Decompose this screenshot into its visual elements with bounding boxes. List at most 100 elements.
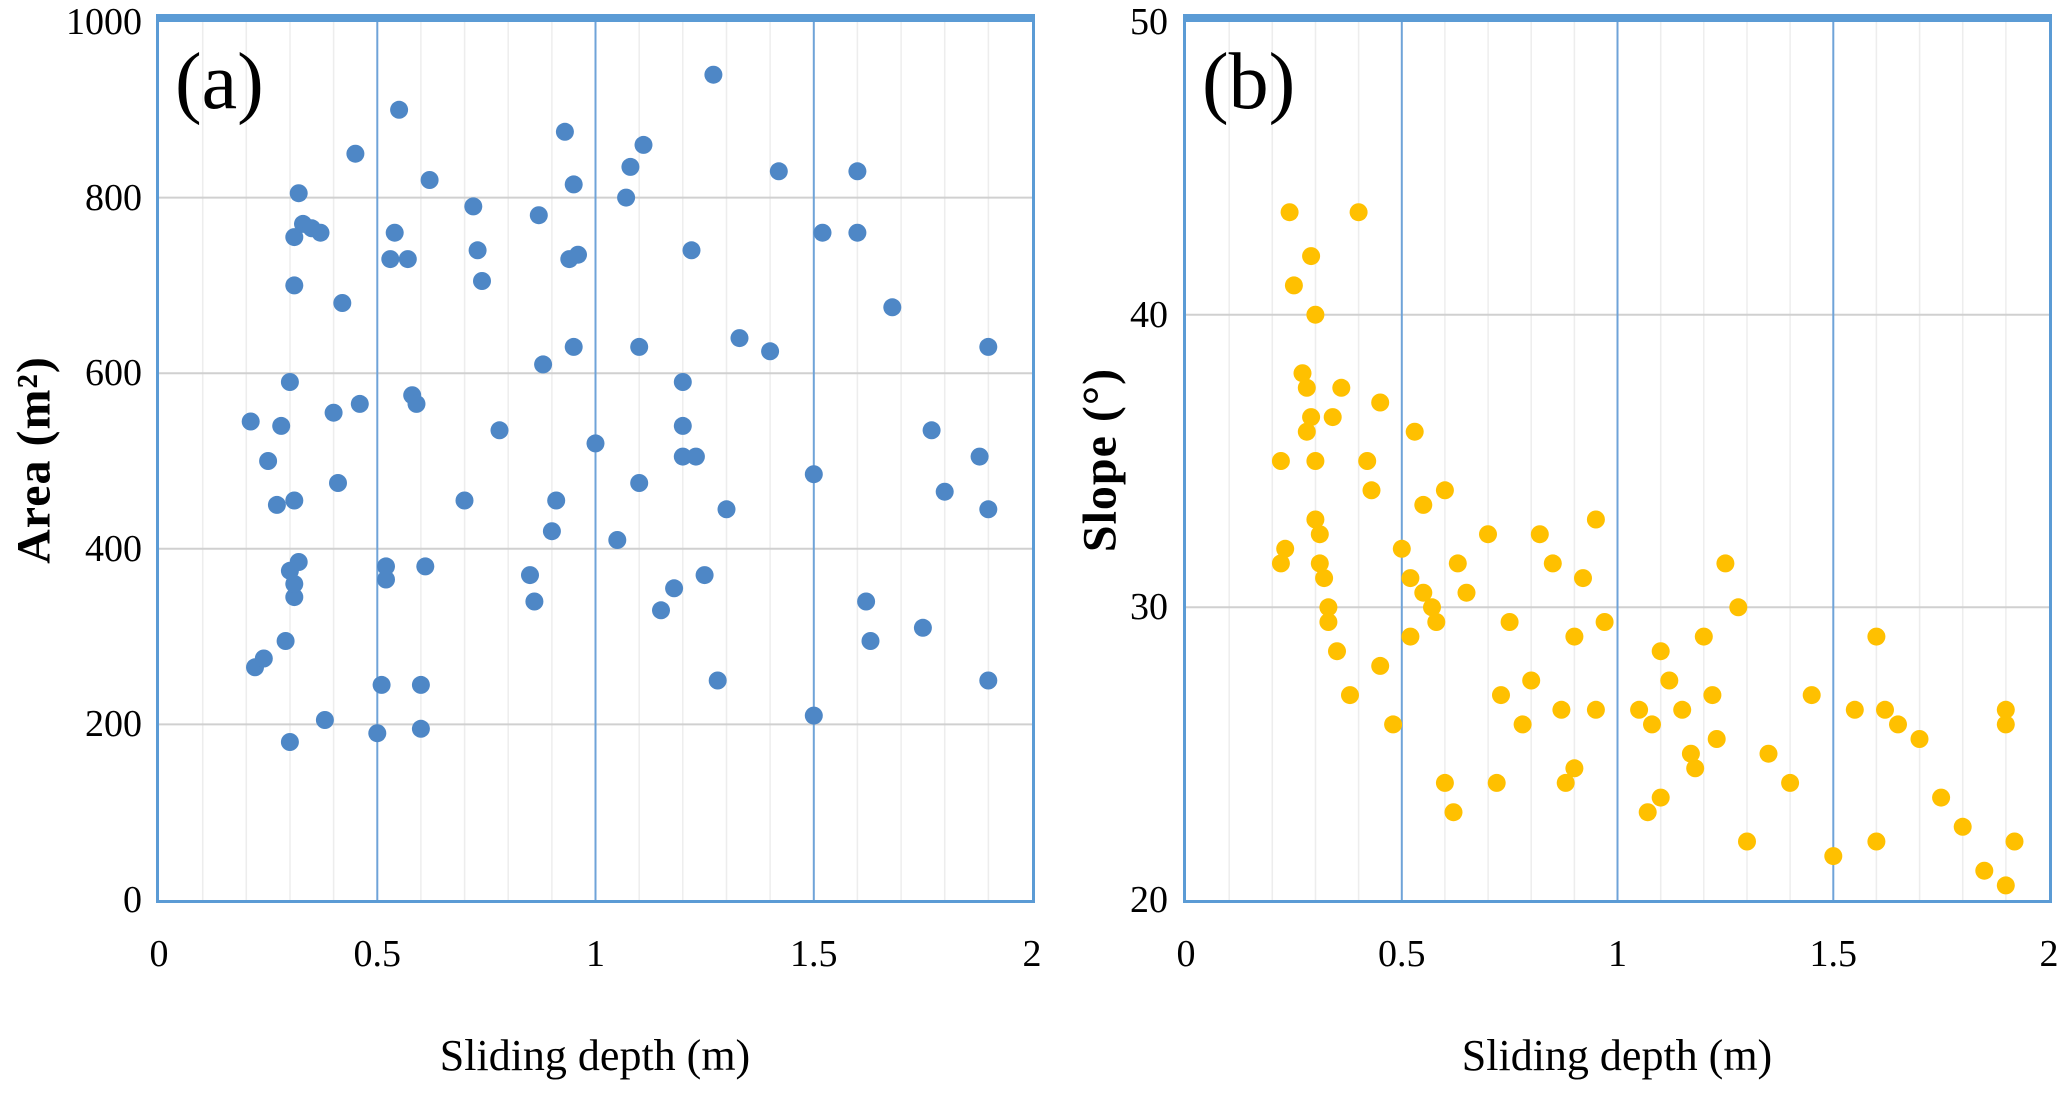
data-point bbox=[1953, 817, 1972, 836]
data-point bbox=[289, 553, 308, 571]
data-point bbox=[564, 337, 583, 356]
data-point bbox=[1358, 452, 1377, 470]
data-point bbox=[804, 465, 823, 484]
y-tick-label: 30 bbox=[1130, 586, 1168, 629]
data-point bbox=[241, 412, 260, 431]
data-point bbox=[1716, 554, 1735, 573]
y-tick-label: 200 bbox=[85, 703, 142, 746]
data-point bbox=[1552, 700, 1571, 719]
data-point bbox=[280, 733, 299, 751]
data-point bbox=[468, 241, 487, 260]
data-point bbox=[346, 144, 365, 163]
data-point bbox=[1565, 759, 1584, 778]
data-point bbox=[1302, 247, 1321, 266]
data-point bbox=[1651, 642, 1670, 661]
data-point bbox=[398, 250, 417, 269]
data-point bbox=[289, 184, 308, 203]
x-tick-label: 0.5 bbox=[353, 933, 402, 975]
data-point bbox=[1435, 773, 1454, 792]
data-point bbox=[717, 500, 736, 519]
data-point bbox=[1293, 364, 1312, 383]
data-point bbox=[333, 294, 352, 312]
data-point bbox=[922, 421, 941, 440]
panel-label-a: (a) bbox=[175, 38, 264, 126]
data-point bbox=[617, 188, 636, 207]
data-point bbox=[1306, 452, 1325, 470]
y-axis-tick-labels-b: 20 30 40 50 bbox=[1040, 0, 1168, 1108]
data-point bbox=[529, 206, 548, 225]
data-point bbox=[1302, 408, 1321, 427]
data-point bbox=[1513, 715, 1532, 734]
data-point bbox=[1392, 539, 1411, 558]
data-point bbox=[1996, 700, 2015, 719]
data-point bbox=[2005, 832, 2024, 851]
data-point bbox=[1681, 744, 1700, 763]
data-point bbox=[1867, 832, 1886, 851]
data-point bbox=[390, 100, 409, 119]
data-point bbox=[1319, 613, 1338, 631]
data-point bbox=[1565, 627, 1584, 646]
chart-panel-a: Area (m²) 0 200 400 600 800 1000 (a) 0 0.5 1 1.5… bbox=[0, 1, 1042, 1080]
data-point bbox=[935, 482, 954, 501]
data-point bbox=[407, 394, 426, 413]
data-point bbox=[1686, 759, 1705, 778]
data-point bbox=[473, 272, 491, 290]
plot-area-a: (a) bbox=[156, 14, 1035, 903]
data-point bbox=[285, 228, 304, 247]
data-point bbox=[1435, 481, 1454, 500]
data-point bbox=[586, 434, 605, 453]
data-point bbox=[1651, 788, 1670, 807]
data-point bbox=[1457, 583, 1476, 602]
data-point bbox=[1362, 481, 1381, 500]
data-point bbox=[381, 250, 400, 269]
x-tick-label: 1 bbox=[1608, 933, 1627, 975]
data-point bbox=[608, 531, 627, 549]
data-point bbox=[420, 171, 439, 189]
data-point bbox=[1824, 847, 1843, 866]
scatter-svg-b bbox=[1186, 22, 2049, 900]
data-point bbox=[682, 241, 701, 260]
data-point bbox=[385, 223, 404, 242]
data-point bbox=[1405, 422, 1424, 441]
data-point bbox=[1781, 773, 1800, 792]
data-point bbox=[1414, 583, 1433, 602]
data-point bbox=[1845, 700, 1864, 719]
x-axis-tick-labels-a: 0 0.5 1 1.5 2 bbox=[0, 933, 1042, 995]
data-point bbox=[1543, 554, 1562, 573]
data-point bbox=[280, 373, 299, 391]
data-point bbox=[1306, 510, 1325, 529]
data-point bbox=[695, 566, 714, 585]
data-point bbox=[1371, 656, 1390, 675]
data-point bbox=[285, 491, 304, 510]
data-point bbox=[1586, 700, 1605, 719]
data-point bbox=[1427, 613, 1446, 631]
data-point bbox=[1910, 730, 1929, 748]
data-point bbox=[1401, 627, 1420, 646]
x-tick-label: 0.5 bbox=[1378, 933, 1426, 975]
data-point bbox=[673, 373, 692, 391]
data-point bbox=[1556, 773, 1575, 792]
data-point bbox=[564, 175, 583, 194]
data-point bbox=[411, 719, 430, 738]
data-point bbox=[804, 706, 823, 725]
data-point bbox=[848, 162, 867, 181]
data-point bbox=[1297, 422, 1316, 441]
data-point bbox=[857, 592, 876, 611]
data-point bbox=[1707, 730, 1726, 748]
data-point bbox=[1694, 627, 1713, 646]
data-point bbox=[377, 570, 395, 589]
y-tick-label: 1000 bbox=[66, 1, 142, 43]
data-point bbox=[861, 632, 880, 650]
data-point bbox=[285, 588, 304, 607]
panel-label-b: (b) bbox=[1202, 38, 1296, 126]
data-point bbox=[704, 65, 723, 84]
data-point bbox=[1479, 525, 1497, 544]
data-point bbox=[254, 649, 273, 668]
data-point bbox=[665, 579, 684, 598]
x-tick-label: 1.5 bbox=[1809, 933, 1858, 975]
data-point bbox=[411, 675, 430, 694]
data-point bbox=[525, 592, 544, 611]
data-point bbox=[1276, 539, 1295, 558]
y-tick-label: 0 bbox=[123, 879, 142, 921]
data-point bbox=[534, 355, 553, 374]
